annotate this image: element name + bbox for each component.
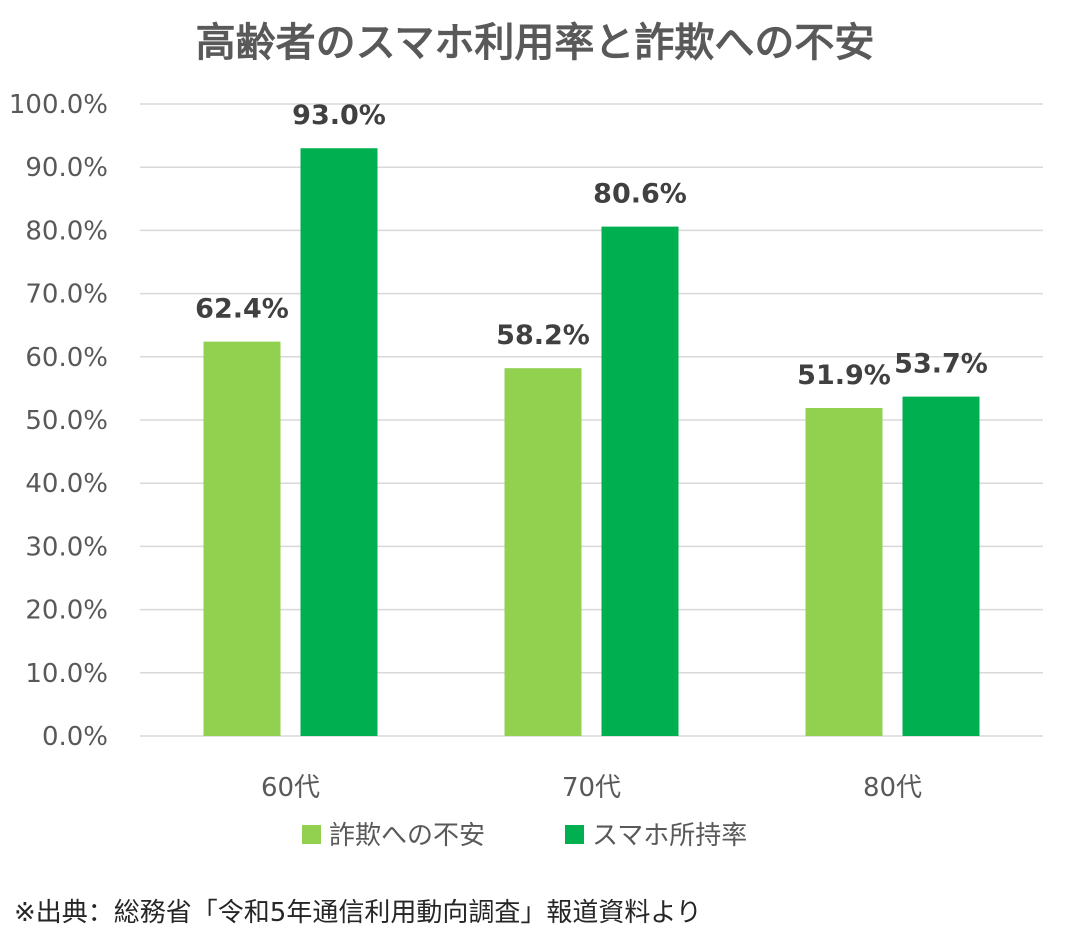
data-label: 51.9% [797,360,891,391]
data-label: 58.2% [496,320,590,351]
data-label: 80.6% [593,179,687,210]
chart-title: 高齢者のスマホ利用率と詐欺への不安 [196,20,875,66]
y-tick-label: 30.0% [25,532,108,562]
bar-ownership [300,148,378,737]
y-tick-label: 50.0% [25,406,108,436]
x-category-label: 60代 [261,773,320,803]
bar-anxiety [504,368,582,736]
legend-label: スマホ所持率 [592,821,747,851]
y-tick-label: 100.0% [9,90,108,120]
bar-ownership [601,226,679,736]
legend-swatch [302,825,321,844]
y-axis-ticks: 0.0% 10.0% 20.0% 30.0% 40.0% 50.0% 60.0% 70.0% 8… [9,90,108,752]
legend-label: 詐欺への不安 [329,821,485,851]
legend: 詐欺への不安 スマホ所持率 [302,821,747,851]
source-note: ※出典：総務省「令和5年通信利用動向調査」報道資料より [14,898,702,928]
bar-anxiety [203,341,281,736]
data-label: 62.4% [195,294,289,325]
y-tick-label: 60.0% [25,343,108,373]
data-label: 53.7% [894,349,988,380]
y-tick-label: 70.0% [25,280,108,310]
gridlines [140,103,1043,737]
y-tick-label: 80.0% [25,216,108,246]
bars [203,148,980,737]
bar-anxiety [805,407,883,736]
x-category-label: 70代 [562,773,621,803]
y-tick-label: 20.0% [25,596,108,626]
y-tick-label: 90.0% [25,153,108,183]
bar-ownership [902,396,980,736]
y-tick-label: 0.0% [42,722,108,752]
y-tick-label: 10.0% [25,659,108,689]
data-label: 93.0% [292,100,386,131]
y-tick-label: 40.0% [25,469,108,499]
legend-swatch [565,825,584,844]
data-labels: 62.4% 93.0% 58.2% 80.6% 51.9% 53.7% [195,100,988,391]
x-category-label: 80代 [863,773,922,803]
bar-chart: 高齢者のスマホ利用率と詐欺への不安 0.0% 10.0% 20.0% 30.0% 40.… [9,20,1043,851]
x-axis-categories: 60代 70代 80代 [261,773,922,803]
